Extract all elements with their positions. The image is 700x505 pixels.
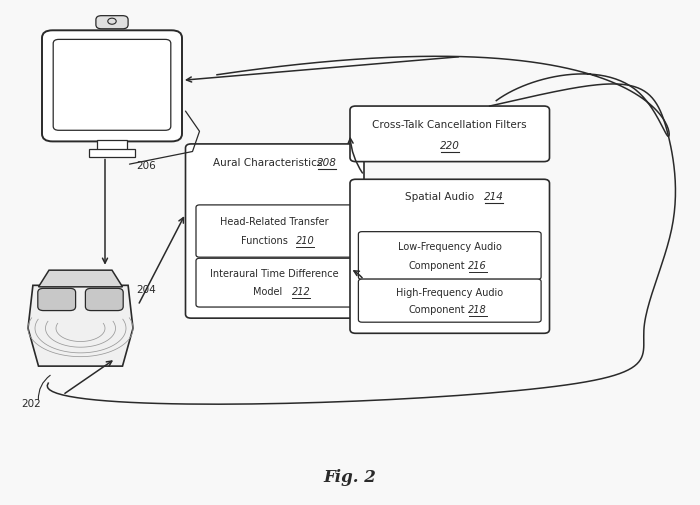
Polygon shape <box>28 285 133 366</box>
FancyBboxPatch shape <box>42 30 182 141</box>
Text: 214: 214 <box>484 192 504 202</box>
Text: 208: 208 <box>317 158 337 168</box>
Text: Functions: Functions <box>241 236 288 246</box>
Text: Model: Model <box>253 287 282 297</box>
FancyBboxPatch shape <box>38 288 76 311</box>
Text: Component: Component <box>409 261 466 271</box>
Text: 218: 218 <box>468 305 487 315</box>
Text: Cross-Talk Cancellation Filters: Cross-Talk Cancellation Filters <box>372 121 527 130</box>
FancyBboxPatch shape <box>350 179 550 333</box>
FancyBboxPatch shape <box>196 205 354 257</box>
FancyBboxPatch shape <box>85 288 123 311</box>
Text: Fig. 2: Fig. 2 <box>323 469 377 486</box>
Bar <box>97 140 127 150</box>
FancyBboxPatch shape <box>186 144 364 318</box>
FancyBboxPatch shape <box>53 39 171 130</box>
FancyBboxPatch shape <box>358 279 541 322</box>
Text: 212: 212 <box>292 287 311 297</box>
FancyBboxPatch shape <box>350 106 550 162</box>
FancyBboxPatch shape <box>358 232 541 279</box>
Text: Component: Component <box>409 305 466 315</box>
Polygon shape <box>38 270 122 287</box>
Text: High-Frequency Audio: High-Frequency Audio <box>396 288 503 298</box>
Text: Interaural Time Difference: Interaural Time Difference <box>211 269 339 279</box>
Text: Spatial Audio: Spatial Audio <box>405 192 474 202</box>
Text: 216: 216 <box>468 261 487 271</box>
Text: Low-Frequency Audio: Low-Frequency Audio <box>398 242 502 252</box>
Bar <box>90 149 134 157</box>
Text: Aural Characteristics: Aural Characteristics <box>213 158 323 168</box>
FancyBboxPatch shape <box>96 16 128 29</box>
Text: 220: 220 <box>440 141 460 151</box>
Text: 206: 206 <box>136 161 156 171</box>
FancyBboxPatch shape <box>196 258 354 307</box>
Text: 202: 202 <box>21 398 41 409</box>
Text: Head-Related Transfer: Head-Related Transfer <box>220 217 329 227</box>
Text: 204: 204 <box>136 285 156 295</box>
Text: 210: 210 <box>295 236 314 246</box>
